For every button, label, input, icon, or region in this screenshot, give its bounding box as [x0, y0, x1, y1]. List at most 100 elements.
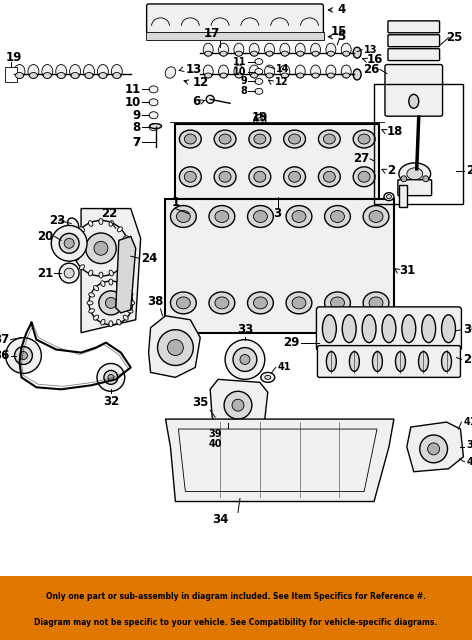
FancyBboxPatch shape — [388, 21, 439, 33]
Text: 32: 32 — [103, 396, 119, 408]
Text: 31: 31 — [399, 264, 415, 276]
Text: 11: 11 — [234, 56, 247, 67]
Ellipse shape — [99, 72, 107, 79]
Ellipse shape — [118, 227, 122, 232]
Ellipse shape — [423, 176, 429, 182]
Ellipse shape — [236, 73, 242, 78]
Ellipse shape — [127, 308, 133, 313]
Ellipse shape — [292, 211, 306, 223]
Ellipse shape — [253, 297, 267, 309]
Ellipse shape — [215, 297, 229, 309]
Ellipse shape — [330, 297, 345, 309]
Circle shape — [104, 371, 118, 385]
Circle shape — [64, 238, 74, 248]
Ellipse shape — [71, 72, 79, 79]
Ellipse shape — [214, 130, 236, 148]
Ellipse shape — [328, 73, 334, 78]
Ellipse shape — [56, 65, 67, 79]
Ellipse shape — [219, 134, 231, 144]
Polygon shape — [407, 422, 464, 472]
Ellipse shape — [79, 265, 84, 270]
Circle shape — [99, 291, 123, 315]
Ellipse shape — [177, 211, 190, 223]
Text: 26: 26 — [362, 63, 379, 76]
Ellipse shape — [214, 167, 236, 187]
Text: 12: 12 — [275, 77, 288, 88]
Ellipse shape — [111, 65, 122, 79]
Ellipse shape — [255, 59, 263, 65]
Ellipse shape — [127, 292, 133, 297]
Ellipse shape — [93, 285, 99, 291]
Ellipse shape — [219, 65, 228, 78]
Circle shape — [224, 391, 252, 419]
FancyBboxPatch shape — [147, 4, 323, 34]
Ellipse shape — [118, 265, 122, 270]
Ellipse shape — [29, 72, 37, 79]
Ellipse shape — [312, 51, 319, 56]
Ellipse shape — [349, 351, 359, 371]
Text: 29: 29 — [283, 336, 300, 349]
Ellipse shape — [251, 73, 258, 78]
Text: 40: 40 — [209, 439, 222, 449]
Text: 13: 13 — [185, 63, 202, 76]
Circle shape — [64, 268, 74, 278]
Bar — [166, 198, 394, 333]
Ellipse shape — [257, 118, 263, 125]
Text: 10: 10 — [234, 67, 247, 77]
Text: 13: 13 — [364, 45, 378, 54]
Ellipse shape — [125, 246, 131, 250]
Ellipse shape — [97, 65, 109, 79]
Text: 19: 19 — [252, 111, 268, 124]
Ellipse shape — [280, 65, 290, 78]
Ellipse shape — [358, 172, 370, 182]
Ellipse shape — [292, 297, 306, 309]
Ellipse shape — [289, 134, 301, 144]
Ellipse shape — [442, 351, 452, 371]
Ellipse shape — [117, 281, 121, 287]
Ellipse shape — [219, 44, 228, 56]
Circle shape — [15, 347, 33, 364]
Ellipse shape — [265, 376, 271, 380]
Text: 4: 4 — [337, 3, 346, 17]
Text: 23: 23 — [49, 214, 66, 227]
Text: 14: 14 — [276, 63, 289, 74]
Ellipse shape — [99, 272, 103, 278]
Text: 37: 37 — [0, 333, 9, 346]
Text: 25: 25 — [447, 31, 463, 44]
Ellipse shape — [326, 351, 337, 371]
Circle shape — [158, 330, 194, 365]
Ellipse shape — [220, 73, 227, 78]
Ellipse shape — [311, 44, 320, 56]
Ellipse shape — [342, 315, 356, 342]
Text: Only one part or sub-assembly in diagram included. See Item Specifics for Refere: Only one part or sub-assembly in diagram… — [46, 592, 426, 601]
Ellipse shape — [369, 211, 383, 223]
Ellipse shape — [280, 44, 290, 56]
Text: 9: 9 — [133, 109, 141, 122]
Text: 35: 35 — [192, 396, 209, 409]
Ellipse shape — [284, 167, 305, 187]
Circle shape — [428, 443, 439, 455]
Ellipse shape — [421, 315, 436, 342]
Ellipse shape — [384, 193, 394, 200]
Ellipse shape — [101, 319, 105, 325]
Ellipse shape — [295, 65, 305, 78]
Ellipse shape — [319, 167, 340, 187]
Text: 2: 2 — [387, 164, 395, 177]
Ellipse shape — [8, 68, 16, 81]
Ellipse shape — [247, 292, 273, 314]
Ellipse shape — [209, 205, 235, 227]
Ellipse shape — [67, 218, 79, 231]
Text: 20: 20 — [37, 230, 53, 243]
Ellipse shape — [323, 172, 335, 182]
Ellipse shape — [289, 172, 301, 182]
Ellipse shape — [353, 69, 361, 80]
Ellipse shape — [70, 65, 81, 79]
Ellipse shape — [89, 270, 93, 276]
Circle shape — [420, 435, 447, 463]
Text: 16: 16 — [367, 53, 383, 66]
Ellipse shape — [297, 51, 303, 56]
Ellipse shape — [255, 68, 263, 74]
Text: 12: 12 — [192, 76, 209, 89]
Ellipse shape — [177, 297, 190, 309]
Ellipse shape — [14, 65, 25, 79]
